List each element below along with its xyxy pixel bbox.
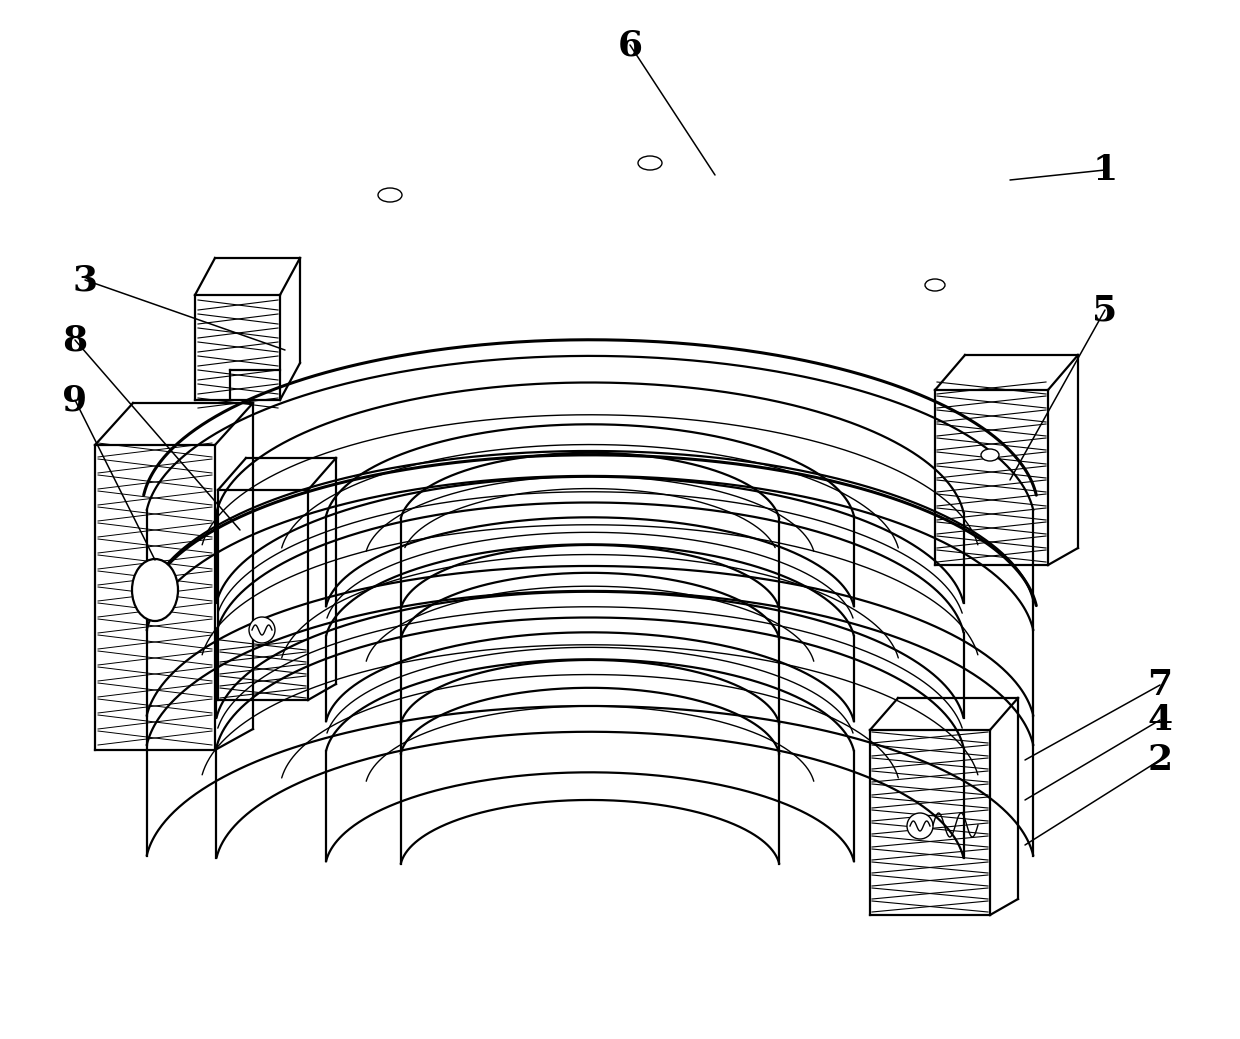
Ellipse shape	[925, 279, 945, 291]
Text: 9: 9	[62, 383, 88, 417]
Text: 1: 1	[1092, 153, 1117, 187]
Ellipse shape	[639, 156, 662, 170]
Ellipse shape	[378, 188, 402, 202]
Circle shape	[906, 812, 932, 840]
Circle shape	[249, 617, 275, 643]
Text: 5: 5	[1092, 293, 1117, 327]
Ellipse shape	[981, 449, 999, 461]
Text: 6: 6	[618, 28, 642, 62]
Text: 4: 4	[1147, 703, 1173, 737]
Ellipse shape	[131, 559, 179, 621]
Text: 3: 3	[72, 263, 98, 297]
Text: 2: 2	[1147, 743, 1173, 777]
Text: 8: 8	[62, 323, 88, 357]
Text: 7: 7	[1147, 668, 1173, 702]
